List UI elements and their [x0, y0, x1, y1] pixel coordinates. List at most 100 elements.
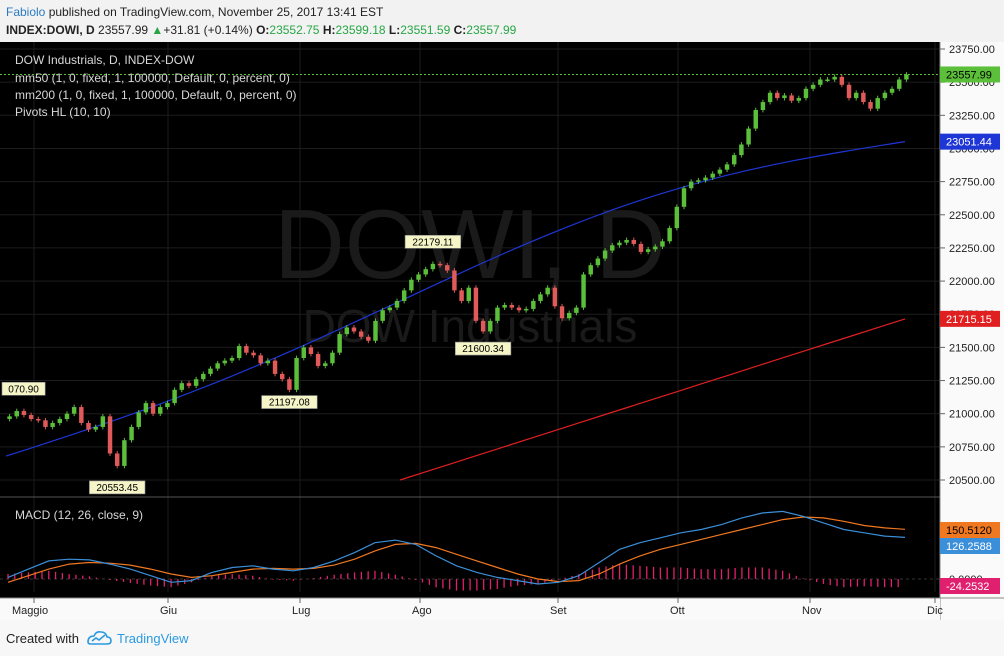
- time-tick-label: Giu: [160, 605, 177, 617]
- candle-body: [839, 76, 845, 85]
- price-axis[interactable]: 20500.00 20750.00 21000.00 21250.00 21500.00…: [939, 42, 1004, 620]
- candle-body: [581, 274, 586, 308]
- candle-body: [57, 418, 63, 423]
- pivot-label: 21600.34: [462, 344, 504, 355]
- candle-body: [789, 95, 794, 101]
- time-axis[interactable]: Maggio Giu Lug Ago Set Ott Nov Dic: [0, 597, 1004, 620]
- candle-body: [775, 92, 780, 99]
- candle-body: [358, 331, 364, 337]
- candle-body: [107, 416, 113, 454]
- candle-body: [43, 420, 48, 427]
- candle-body: [531, 300, 536, 309]
- candle-body: [473, 287, 479, 321]
- pivot-label-box: [404, 235, 461, 249]
- candle-body: [667, 228, 672, 242]
- candle-body: [832, 76, 837, 80]
- candle-body: [904, 74, 909, 80]
- candle-body: [566, 312, 572, 319]
- candle-body: [645, 249, 651, 252]
- candle-body: [14, 411, 19, 417]
- open-label: O:: [256, 23, 270, 37]
- candle-body: [688, 181, 694, 189]
- candle-body: [7, 416, 12, 419]
- chart-area[interactable]: DOWI, D DOW Industrials 070.90 20553.45 21…: [0, 42, 1004, 620]
- price-tick-label: 22500.00: [949, 210, 995, 222]
- tradingview-link[interactable]: TradingView: [117, 631, 189, 646]
- candle-body: [373, 320, 378, 341]
- open-value: 23552.75: [269, 23, 320, 37]
- candle-body: [739, 144, 744, 156]
- candle-body: [330, 352, 335, 364]
- legend-mm50[interactable]: mm50 (1, 0, fixed, 1, 100000, Default, 0…: [15, 71, 290, 85]
- candle-body: [423, 269, 428, 275]
- candle-body: [165, 403, 170, 408]
- low-label: L:: [388, 23, 401, 37]
- publish-line: Fabiolo published on TradingView.com, No…: [6, 5, 383, 19]
- candle-body: [186, 383, 192, 386]
- legend-mm200[interactable]: mm200 (1, 0, fixed, 1, 100000, Default, …: [15, 88, 297, 102]
- candle-body: [638, 243, 644, 252]
- chart-background: [0, 42, 1004, 620]
- price-tick-label: 20500.00: [949, 475, 995, 487]
- candle-body: [502, 304, 507, 308]
- candle-body: [93, 426, 98, 430]
- time-tick-label: Ago: [412, 605, 432, 617]
- candle-body: [323, 363, 328, 366]
- signal-value-tag-background: [940, 522, 1000, 538]
- grid: [0, 42, 940, 592]
- candle-body: [703, 177, 708, 181]
- candle-body: [710, 173, 715, 178]
- candle-body: [437, 263, 443, 266]
- candle-body: [380, 310, 385, 321]
- time-tick-label: Maggio: [12, 605, 48, 617]
- price-tick-label: 23250.00: [949, 110, 995, 122]
- candle-body: [545, 287, 550, 295]
- up-arrow-icon: ▲: [151, 23, 164, 37]
- candle-body: [875, 98, 880, 109]
- author-link[interactable]: Fabiolo: [6, 5, 46, 19]
- candle-body: [71, 407, 77, 414]
- candle-body: [538, 294, 543, 301]
- candle-body: [523, 308, 529, 311]
- footer: Created with TradingView: [0, 620, 1004, 656]
- candle-body: [430, 263, 436, 270]
- candle-body: [351, 327, 357, 332]
- candle-body: [767, 92, 773, 103]
- candle-body: [150, 403, 156, 414]
- macd-pane: [0, 510, 940, 591]
- candle-body: [753, 110, 758, 129]
- histogram-value-tag-background: [940, 578, 1000, 594]
- candle-body: [394, 300, 400, 308]
- candle-body: [114, 453, 120, 466]
- legend-macd[interactable]: MACD (12, 26, close, 9): [15, 508, 143, 522]
- candle-body: [229, 357, 235, 361]
- candle-body: [466, 287, 471, 301]
- candle-body: [516, 307, 522, 311]
- candle-body: [236, 346, 242, 358]
- chart-svg[interactable]: DOWI, D DOW Industrials 070.90 20553.45 21…: [0, 42, 1004, 620]
- candle-body: [782, 95, 787, 99]
- price-tick-label: 22750.00: [949, 177, 995, 189]
- candle-body: [696, 180, 701, 182]
- change-value: +31.81 (+0.14%): [163, 23, 253, 37]
- pivot-label: 22179.11: [412, 237, 453, 248]
- candle-body: [803, 88, 809, 99]
- candle-body: [846, 84, 852, 99]
- legend-pivots[interactable]: Pivots HL (10, 10): [15, 105, 111, 119]
- candle-body: [452, 270, 457, 291]
- candle-body: [731, 155, 737, 165]
- candle-body: [574, 307, 579, 313]
- legend-title: DOW Industrials, D, INDEX-DOW: [15, 53, 195, 67]
- candle-body: [825, 79, 830, 82]
- candle-body: [50, 422, 55, 427]
- pivot-label: 21197.08: [269, 398, 310, 409]
- candle-body: [79, 407, 84, 423]
- price-tick-label: 20750.00: [949, 442, 995, 454]
- candle-body: [617, 242, 622, 246]
- tradingview-logo-icon[interactable]: [86, 628, 112, 646]
- candle-body: [172, 389, 177, 404]
- legend: DOW Industrials, D, INDEX-DOW mm50 (1, 0…: [15, 53, 297, 522]
- price-tick-label: 22250.00: [949, 243, 995, 255]
- candle-body: [610, 245, 615, 251]
- watermark: DOWI, D DOW Industrials: [274, 189, 666, 352]
